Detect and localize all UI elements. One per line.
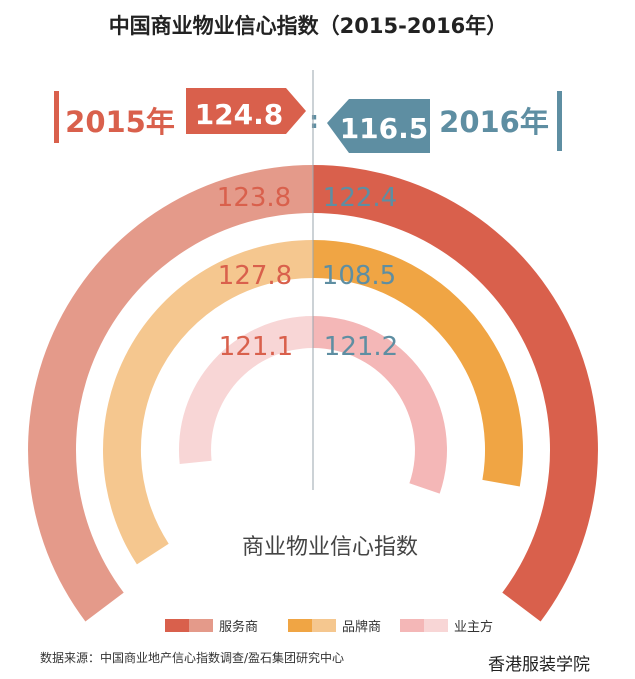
- header-separator: :: [309, 106, 319, 134]
- legend-swatch-brand-a: [288, 619, 312, 632]
- owner-2016-arc: [313, 316, 447, 494]
- year-2015-label: 2015年: [65, 105, 175, 139]
- brand-2016-label: 108.5: [322, 261, 396, 291]
- owner-2015-arc: [178, 316, 313, 464]
- brand-2015-arc: [103, 240, 313, 565]
- value-2015-text: 124.8: [195, 98, 284, 131]
- center-caption: 商业物业信心指数: [242, 535, 418, 560]
- source-note: 数据来源：中国商业地产信心指数调查/盈石集团研究中心: [40, 650, 344, 665]
- legend-swatch-brand-b: [312, 619, 336, 632]
- legend-swatch-owner-b: [424, 619, 448, 632]
- value-2016-text: 116.5: [340, 112, 429, 145]
- owner-2015-label: 121.1: [219, 332, 293, 362]
- legend-swatch-service-a: [165, 619, 189, 632]
- left-accent-bar: [54, 91, 59, 143]
- legend-label-owner: 业主方: [454, 619, 493, 635]
- service-2016-label: 122.4: [323, 183, 397, 213]
- legend-label-brand: 品牌商: [342, 619, 381, 635]
- legend-swatch-owner-a: [400, 619, 424, 632]
- chart-title: 中国商业物业信心指数（2015-2016年）: [109, 14, 508, 38]
- right-accent-bar: [557, 91, 562, 151]
- legend-swatch-service-b: [189, 619, 213, 632]
- year-2016-label: 2016年: [439, 105, 549, 139]
- brand-2015-label: 127.8: [218, 261, 292, 291]
- service-2015-label: 123.8: [217, 183, 291, 213]
- brand-2016-arc: [313, 240, 523, 487]
- service-2016-arc: [313, 165, 598, 622]
- legend-label-service: 服务商: [219, 619, 258, 635]
- owner-2016-label: 121.2: [324, 332, 398, 362]
- value-2016-badge: [327, 99, 430, 153]
- value-2015-badge: [186, 88, 306, 134]
- watermark-text: 香港服装学院: [488, 655, 590, 675]
- service-2015-arc: [28, 165, 314, 622]
